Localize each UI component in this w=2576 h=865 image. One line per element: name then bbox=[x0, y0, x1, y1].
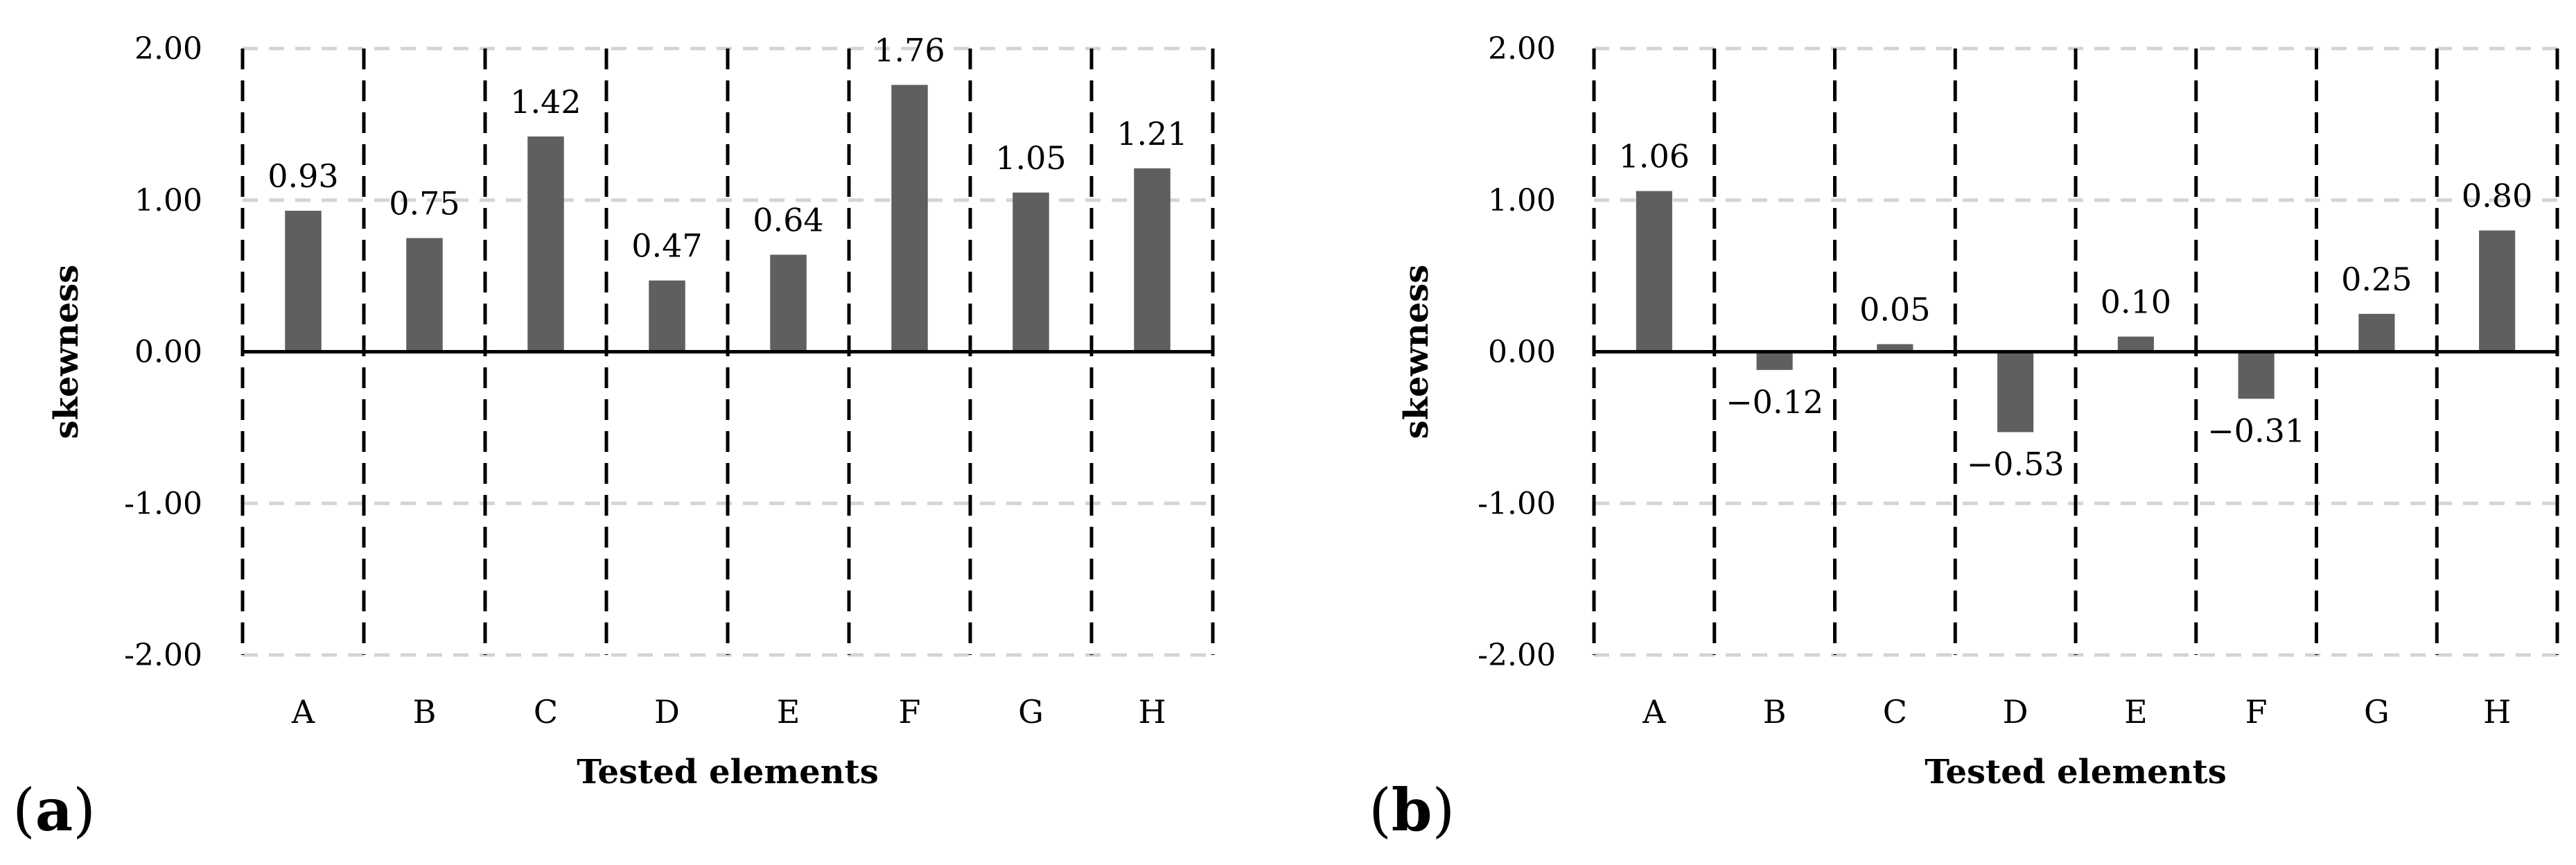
y-axis-title: skewness bbox=[47, 265, 86, 439]
y-tick-label: 2.00 bbox=[1488, 31, 1556, 67]
data-label-H: 1.21 bbox=[1116, 115, 1187, 152]
bar-A bbox=[285, 211, 322, 352]
x-tick-label-H: H bbox=[1138, 693, 1166, 731]
data-label-C: 0.05 bbox=[1859, 291, 1930, 329]
x-axis-title: Tested elements bbox=[1925, 753, 2227, 792]
x-axis-title: Tested elements bbox=[577, 753, 879, 792]
y-tick-label: -2.00 bbox=[124, 638, 202, 673]
y-tick-label: -2.00 bbox=[1478, 638, 1556, 673]
x-tick-label-A: A bbox=[291, 693, 315, 731]
bar-D bbox=[1997, 351, 2034, 432]
bar-B bbox=[1756, 351, 1793, 370]
x-tick-label-C: C bbox=[1883, 693, 1907, 731]
data-label-G: 0.25 bbox=[2341, 261, 2412, 298]
x-tick-label-H: H bbox=[2483, 693, 2511, 731]
x-tick-label-F: F bbox=[899, 693, 921, 731]
y-tick-label: 0.00 bbox=[1488, 335, 1556, 370]
panel-letter: b bbox=[1392, 776, 1432, 844]
x-tick-label-E: E bbox=[2124, 693, 2148, 731]
bar-B bbox=[406, 238, 443, 352]
y-axis-title: skewness bbox=[1397, 265, 1436, 439]
y-tick-label: 1.00 bbox=[134, 183, 202, 218]
data-label-E: 0.10 bbox=[2101, 283, 2171, 321]
data-label-G: 1.05 bbox=[995, 139, 1066, 177]
y-tick-label: 0.00 bbox=[134, 335, 202, 370]
y-tick-label: 1.00 bbox=[1488, 183, 1556, 218]
bar-F bbox=[2238, 351, 2275, 399]
x-tick-label-B: B bbox=[413, 693, 437, 731]
data-label-F: −0.31 bbox=[2207, 412, 2305, 449]
bar-F bbox=[891, 85, 928, 352]
x-tick-label-G: G bbox=[1018, 693, 1044, 731]
bar-E bbox=[2117, 336, 2154, 352]
bar-C bbox=[1877, 344, 1913, 352]
panel-letter: a bbox=[35, 776, 73, 844]
bar-G bbox=[2358, 313, 2395, 352]
x-tick-label-D: D bbox=[2003, 693, 2029, 731]
data-label-A: 0.93 bbox=[268, 157, 338, 195]
x-tick-label-G: G bbox=[2364, 693, 2390, 731]
x-tick-label-A: A bbox=[1642, 693, 1666, 731]
data-label-B: −0.12 bbox=[1726, 383, 1823, 421]
data-label-C: 1.42 bbox=[510, 83, 581, 121]
y-tick-label: 2.00 bbox=[134, 31, 202, 67]
bar-E bbox=[770, 254, 807, 352]
panel-label: (b) bbox=[1369, 776, 1455, 844]
data-label-D: −0.53 bbox=[1967, 445, 2065, 482]
data-label-A: 1.06 bbox=[1619, 138, 1690, 175]
x-tick-label-E: E bbox=[777, 693, 800, 731]
x-tick-label-B: B bbox=[1763, 693, 1787, 731]
x-tick-label-C: C bbox=[534, 693, 558, 731]
panel-label: (a) bbox=[12, 776, 96, 844]
data-label-F: 1.76 bbox=[874, 32, 945, 69]
data-label-B: 0.75 bbox=[389, 184, 459, 222]
x-tick-label-D: D bbox=[654, 693, 680, 731]
data-label-E: 0.64 bbox=[753, 202, 823, 239]
y-tick-label: -1.00 bbox=[1478, 486, 1556, 521]
bar-G bbox=[1013, 192, 1049, 352]
bar-H bbox=[2479, 230, 2516, 352]
data-label-D: 0.47 bbox=[631, 227, 702, 265]
bar-D bbox=[649, 280, 685, 352]
bar-H bbox=[1134, 168, 1171, 352]
panel-a-chart: 0.93 0.75 1.42 0.47 0.64 1.76 1.05 1.21 2.00 1.00… bbox=[12, 31, 1215, 844]
panel-b-chart: 1.06 −0.12 0.05 −0.53 0.10 −0.31 0.25 0.80 2.00 1… bbox=[1369, 31, 2559, 844]
data-label-H: 0.80 bbox=[2462, 177, 2532, 215]
bar-A bbox=[1636, 191, 1672, 352]
bar-C bbox=[527, 136, 564, 352]
y-tick-label: -1.00 bbox=[124, 486, 202, 521]
x-tick-label-F: F bbox=[2245, 693, 2268, 731]
